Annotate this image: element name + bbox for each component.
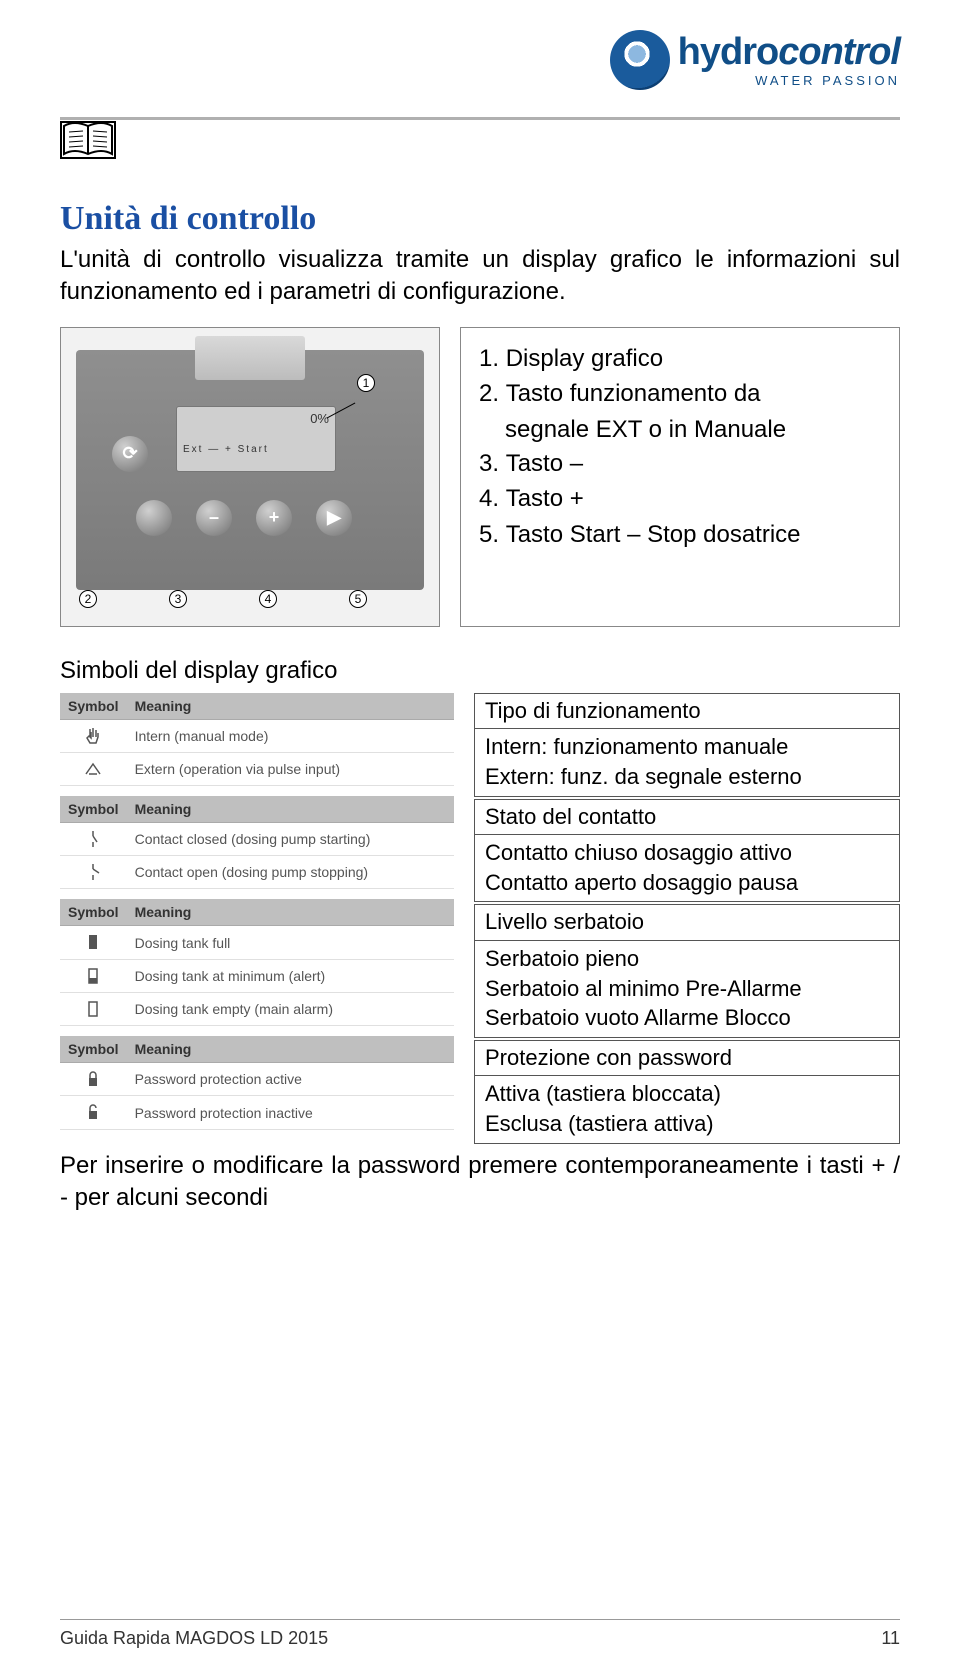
lock-open-icon xyxy=(60,1096,127,1129)
description-column: Tipo di funzionamento Intern: funzioname… xyxy=(474,693,900,1146)
symbol-table-contact: SymbolMeaning Contact closed (dosing pum… xyxy=(60,796,454,889)
tank-empty-icon xyxy=(60,992,127,1025)
desc-heading: Protezione con password xyxy=(475,1041,899,1077)
tank-min-icon xyxy=(60,959,127,992)
legend-item: Tasto + xyxy=(479,482,881,516)
callout-5: 5 xyxy=(349,590,367,608)
table-row: Dosing tank empty (main alarm) xyxy=(60,992,454,1025)
symbol-table-mode: SymbolMeaning Intern (manual mode) Exter… xyxy=(60,693,454,786)
desc-line: Contatto chiuso dosaggio attivo xyxy=(485,839,889,868)
password-note: Per inserire o modificare la password pr… xyxy=(60,1150,900,1215)
desc-heading: Tipo di funzionamento xyxy=(475,694,899,730)
legend-item: Tasto funzionamento da xyxy=(479,377,881,411)
table-row: Dosing tank at minimum (alert) xyxy=(60,959,454,992)
pulse-icon xyxy=(60,753,127,786)
callout-1: 1 xyxy=(357,374,375,392)
legend-item: Display grafico xyxy=(479,342,881,376)
device-screen: 0% Ext — + Start xyxy=(176,406,336,472)
desc-heading: Stato del contatto xyxy=(475,800,899,836)
symbol-tables: SymbolMeaning Intern (manual mode) Exter… xyxy=(60,693,454,1140)
footer-page-number: 11 xyxy=(881,1628,900,1649)
desc-line: Esclusa (tastiera attiva) xyxy=(485,1110,889,1139)
hand-icon xyxy=(60,719,127,752)
table-row: Extern (operation via pulse input) xyxy=(60,753,454,786)
legend-box: Display grafico Tasto funzionamento da s… xyxy=(460,327,900,627)
symbols-heading: Simboli del display grafico xyxy=(60,657,900,685)
table-row: Password protection active xyxy=(60,1063,454,1096)
table-row: Dosing tank full xyxy=(60,926,454,959)
desc-heading: Livello serbatoio xyxy=(475,905,899,941)
desc-line: Serbatoio vuoto Allarme Blocco xyxy=(485,1004,889,1033)
table-row: Intern (manual mode) xyxy=(60,719,454,752)
page-footer: Guida Rapida MAGDOS LD 2015 11 xyxy=(60,1619,900,1649)
desc-line: Extern: funz. da segnale esterno xyxy=(485,763,889,792)
section-title: Unità di controllo xyxy=(60,200,900,238)
callout-3: 3 xyxy=(169,590,187,608)
symbol-table-tank: SymbolMeaning Dosing tank full Dosing ta… xyxy=(60,899,454,1026)
symbol-table-password: SymbolMeaning Password protection active… xyxy=(60,1036,454,1129)
callout-4: 4 xyxy=(259,590,277,608)
legend-item: Tasto Start – Stop dosatrice xyxy=(479,518,881,552)
legend-subline: segnale EXT o in Manuale xyxy=(479,413,881,447)
lock-closed-icon xyxy=(60,1063,127,1096)
tank-full-icon xyxy=(60,926,127,959)
brand-logo: hydrocontrol WATER PASSION xyxy=(610,30,900,90)
intro-paragraph: L'unità di controllo visualizza tramite … xyxy=(60,244,900,309)
book-icon xyxy=(60,118,116,162)
device-illustration: 0% Ext — + Start ⟳ – + ▶ 1 2 3 4 5 xyxy=(60,327,440,627)
page-header: hydrocontrol WATER PASSION xyxy=(60,30,900,120)
contact-closed-icon xyxy=(60,823,127,856)
table-row: Password protection inactive xyxy=(60,1096,454,1129)
contact-open-icon xyxy=(60,856,127,889)
table-row: Contact closed (dosing pump starting) xyxy=(60,823,454,856)
brand-tagline: WATER PASSION xyxy=(678,73,900,88)
callout-2: 2 xyxy=(79,590,97,608)
desc-line: Attiva (tastiera bloccata) xyxy=(485,1080,889,1109)
footer-doc-title: Guida Rapida MAGDOS LD 2015 xyxy=(60,1628,328,1649)
desc-line: Serbatoio pieno xyxy=(485,945,889,974)
table-row: Contact open (dosing pump stopping) xyxy=(60,856,454,889)
legend-item: Tasto – xyxy=(479,447,881,481)
desc-line: Contatto aperto dosaggio pausa xyxy=(485,869,889,898)
brand-name: hydrocontrol xyxy=(678,33,900,71)
logo-swirl-icon xyxy=(610,30,670,90)
desc-line: Intern: funzionamento manuale xyxy=(485,733,889,762)
desc-line: Serbatoio al minimo Pre-Allarme xyxy=(485,975,889,1004)
